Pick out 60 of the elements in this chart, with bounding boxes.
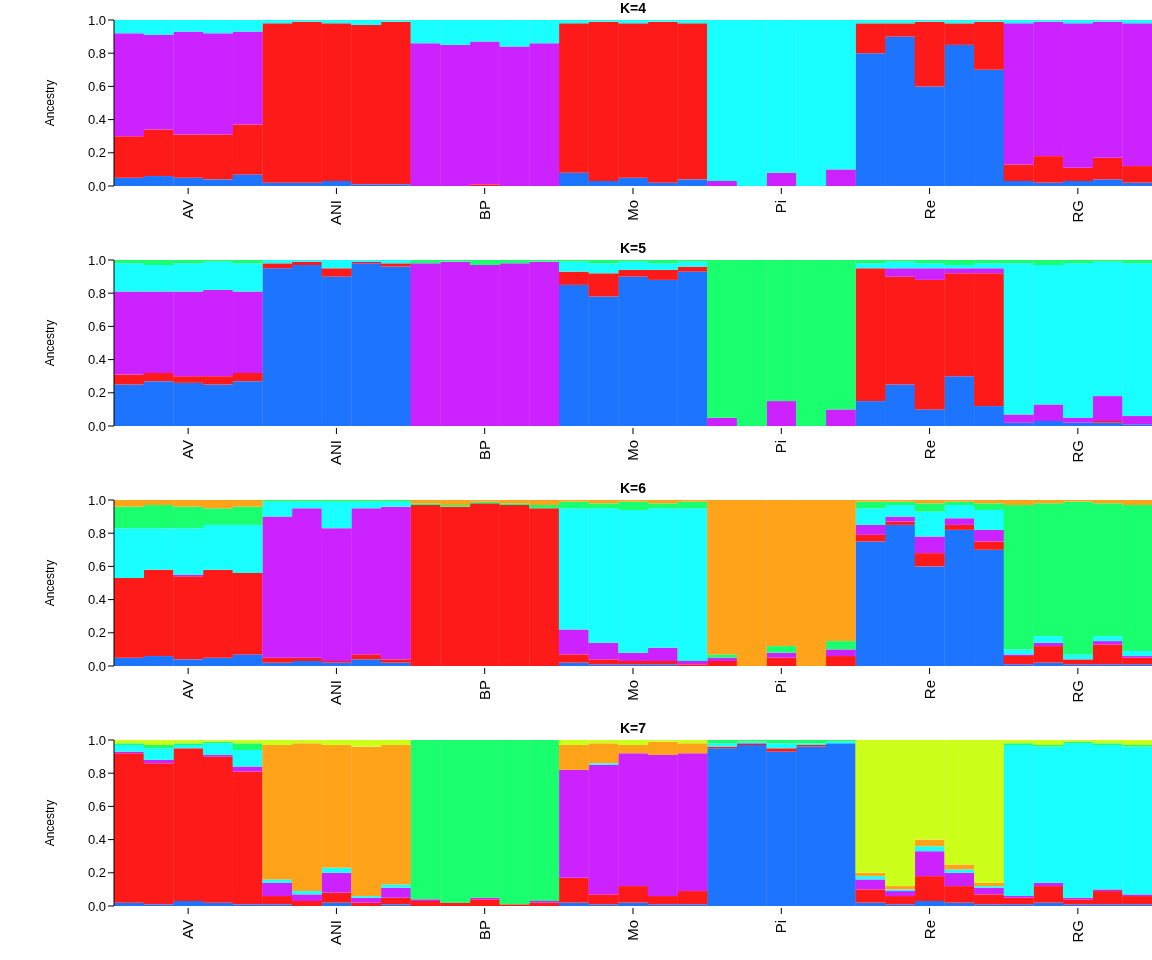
- y-tick-label: 0.8: [87, 45, 106, 61]
- x-tick-label: AV: [179, 200, 197, 219]
- y-tick-label: 1.0: [87, 732, 106, 748]
- x-tick-label: ANI: [327, 200, 345, 226]
- x-tick-label: Pi: [772, 920, 790, 934]
- x-tick-label: Mo: [624, 920, 641, 941]
- y-tick-label: 0.4: [87, 112, 106, 128]
- chart-title: K=7: [618, 720, 648, 736]
- y-tick-label: 0.2: [87, 865, 106, 881]
- x-tick-label: BP: [475, 200, 493, 221]
- y-axis-title: Ancestry: [43, 319, 58, 367]
- y-tick-label: 0.4: [87, 352, 106, 368]
- y-tick-label: 1.0: [87, 252, 106, 268]
- x-tick-label: ANI: [327, 920, 345, 946]
- y-tick-label: 0.8: [87, 285, 106, 301]
- chart-title: K=5: [618, 240, 648, 256]
- y-tick-label: 0.2: [87, 385, 106, 401]
- y-axis-title: Ancestry: [43, 799, 58, 847]
- x-tick-label: AV: [179, 440, 197, 459]
- y-tick-label: 0.6: [87, 319, 106, 335]
- x-tick-label: BP: [475, 680, 493, 701]
- y-tick-label: 0.4: [87, 832, 106, 848]
- x-tick-label: ANI: [327, 680, 345, 706]
- y-tick-label: 1.0: [87, 492, 106, 508]
- x-tick-label: Pi: [772, 680, 790, 694]
- x-tick-label: RG: [1068, 200, 1086, 223]
- y-tick-label: 0.0: [87, 658, 106, 674]
- x-tick-label: Re: [920, 920, 938, 940]
- y-tick-label: 0.0: [87, 418, 106, 434]
- y-tick-label: 0.2: [87, 145, 106, 161]
- x-tick-label: Re: [920, 440, 938, 460]
- x-tick-label: AV: [179, 680, 197, 699]
- x-tick-label: RG: [1068, 920, 1086, 943]
- x-tick-label: Mo: [624, 440, 641, 461]
- y-tick-label: 0.8: [87, 525, 106, 541]
- y-axis-title: Ancestry: [43, 559, 58, 607]
- x-tick-label: Mo: [624, 200, 641, 221]
- y-tick-label: 0.8: [87, 765, 106, 781]
- y-tick-label: 0.6: [87, 799, 106, 815]
- x-tick-label: Re: [920, 680, 938, 700]
- y-axis-title: Ancestry: [43, 79, 58, 127]
- y-tick-label: 1.0: [87, 12, 106, 28]
- x-tick-label: BP: [475, 920, 493, 941]
- x-tick-label: Re: [920, 200, 938, 220]
- x-tick-label: RG: [1068, 440, 1086, 463]
- x-tick-label: BP: [475, 440, 493, 461]
- x-tick-label: Mo: [624, 680, 641, 701]
- y-tick-label: 0.2: [87, 625, 106, 641]
- x-tick-label: ANI: [327, 440, 345, 466]
- y-tick-label: 0.0: [87, 898, 106, 914]
- x-tick-label: AV: [179, 920, 197, 939]
- y-tick-label: 0.6: [87, 79, 106, 95]
- y-tick-label: 0.0: [87, 178, 106, 194]
- y-tick-label: 0.4: [87, 592, 106, 608]
- x-tick-label: Pi: [772, 440, 790, 454]
- chart-title: K=6: [618, 480, 648, 496]
- chart-title: K=4: [618, 0, 648, 16]
- x-tick-label: Pi: [772, 200, 790, 214]
- y-tick-label: 0.6: [87, 559, 106, 575]
- x-tick-label: RG: [1068, 680, 1086, 703]
